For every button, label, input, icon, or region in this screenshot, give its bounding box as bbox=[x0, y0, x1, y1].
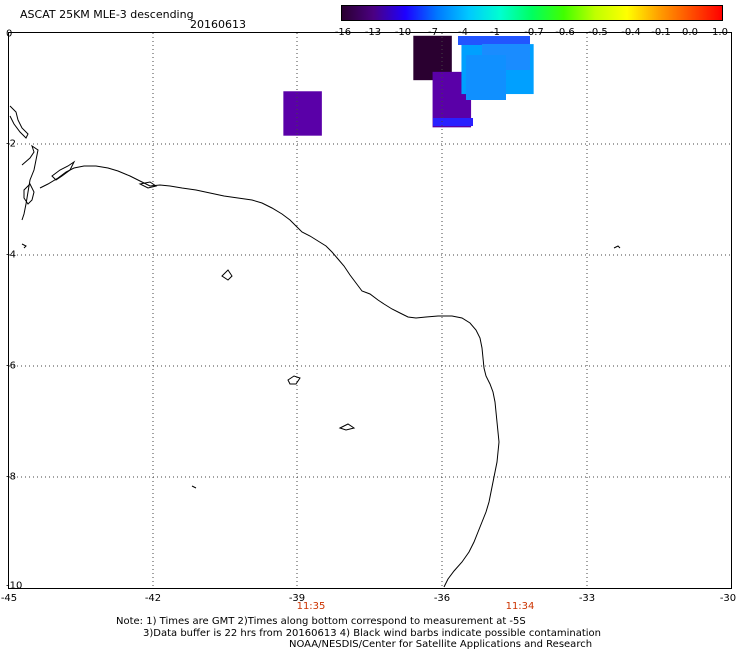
island-west-3 bbox=[138, 181, 158, 189]
island-small-1 bbox=[191, 485, 197, 489]
note-line-3: NOAA/NESDIS/Center for Satellite Applica… bbox=[289, 639, 593, 650]
coastline-mainland bbox=[39, 165, 500, 588]
y-tick-label: -4 bbox=[6, 249, 16, 261]
time-label: 11:35 bbox=[296, 601, 326, 612]
graticule bbox=[9, 33, 731, 588]
data-cell-shade bbox=[458, 36, 530, 45]
island-rocas bbox=[287, 375, 301, 385]
x-tick-label: -42 bbox=[144, 593, 162, 604]
note-line-2: 3)Data buffer is 22 hrs from 20160613 4)… bbox=[143, 628, 601, 639]
color-scale-bar bbox=[341, 5, 723, 21]
data-cell bbox=[283, 91, 322, 136]
coastline-north bbox=[21, 144, 39, 221]
note-line-1: Note: 1) Times are GMT 2)Times along bot… bbox=[116, 616, 526, 627]
island-fernando bbox=[221, 269, 233, 281]
x-tick-label: -30 bbox=[719, 593, 737, 604]
y-tick-label: 0 bbox=[6, 28, 13, 40]
time-label: 11:34 bbox=[505, 601, 535, 612]
y-tick-label: -8 bbox=[6, 471, 16, 483]
x-tick-label: -33 bbox=[578, 593, 596, 604]
y-tick-label: -2 bbox=[6, 138, 16, 150]
island-small-2 bbox=[21, 243, 27, 249]
map-title: ASCAT 25KM MLE-3 descending bbox=[20, 8, 194, 21]
map-frame bbox=[8, 32, 732, 589]
x-tick-label: -36 bbox=[433, 593, 451, 604]
island-bay bbox=[23, 183, 35, 205]
x-tick-label: -39 bbox=[288, 593, 306, 604]
y-tick-label: -10 bbox=[6, 580, 23, 592]
island-east bbox=[613, 245, 621, 249]
island-west-1 bbox=[9, 105, 29, 139]
map-date: 20160613 bbox=[190, 18, 246, 31]
island-south-1 bbox=[338, 423, 356, 431]
coastline bbox=[9, 105, 621, 588]
data-cell-shade bbox=[466, 55, 506, 100]
data-cells bbox=[283, 35, 534, 136]
x-tick-label: -45 bbox=[0, 593, 18, 604]
island-west-2 bbox=[51, 160, 76, 181]
y-tick-label: -6 bbox=[6, 360, 16, 372]
data-cell-shade bbox=[433, 118, 473, 126]
